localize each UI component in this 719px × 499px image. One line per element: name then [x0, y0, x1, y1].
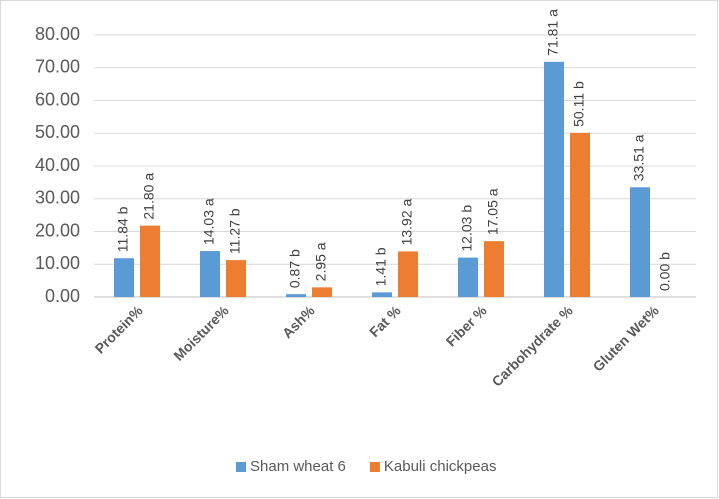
legend-label: Kabuli chickpeas	[384, 458, 497, 475]
value-label: 14.03 a	[201, 198, 217, 245]
bar	[286, 294, 306, 297]
bar	[140, 225, 160, 297]
bar	[630, 187, 650, 297]
y-tick-label: 70.00	[35, 57, 80, 77]
bar	[544, 61, 564, 297]
value-label: 33.51 a	[631, 134, 647, 181]
value-label: 2.95 a	[313, 242, 329, 281]
y-tick-label: 30.00	[35, 188, 80, 208]
value-label: 0.87 b	[287, 249, 303, 288]
value-label: 50.11 b	[571, 81, 587, 127]
value-label: 11.84 b	[115, 206, 131, 252]
value-label: 11.27 b	[227, 208, 243, 254]
legend-swatch	[236, 462, 246, 472]
bar	[312, 287, 332, 297]
y-tick-label: 50.00	[35, 122, 80, 142]
value-label: 17.05 a	[485, 188, 501, 235]
bar	[372, 292, 392, 297]
legend-swatch	[369, 462, 380, 472]
value-label: 21.80 a	[141, 173, 157, 220]
bar	[458, 257, 478, 297]
bar	[114, 258, 134, 297]
bar	[226, 260, 246, 297]
bar	[484, 241, 504, 297]
value-label: 13.92 a	[399, 198, 415, 245]
y-tick-label: 10.00	[35, 253, 80, 273]
value-label: 12.03 b	[459, 205, 475, 252]
y-tick-label: 40.00	[35, 155, 80, 175]
y-tick-label: 60.00	[35, 89, 80, 109]
y-tick-label: 80.00	[35, 24, 80, 44]
y-tick-label: 20.00	[35, 220, 80, 240]
value-label: 1.41 b	[373, 247, 389, 286]
y-tick-label: 0.00	[45, 286, 80, 306]
value-label: 0.00 b	[657, 252, 673, 291]
bar	[570, 132, 590, 297]
bar	[200, 251, 220, 297]
value-label: 71.81 a	[545, 9, 561, 56]
legend-label: Sham wheat 6	[250, 458, 346, 475]
bar	[398, 251, 418, 297]
